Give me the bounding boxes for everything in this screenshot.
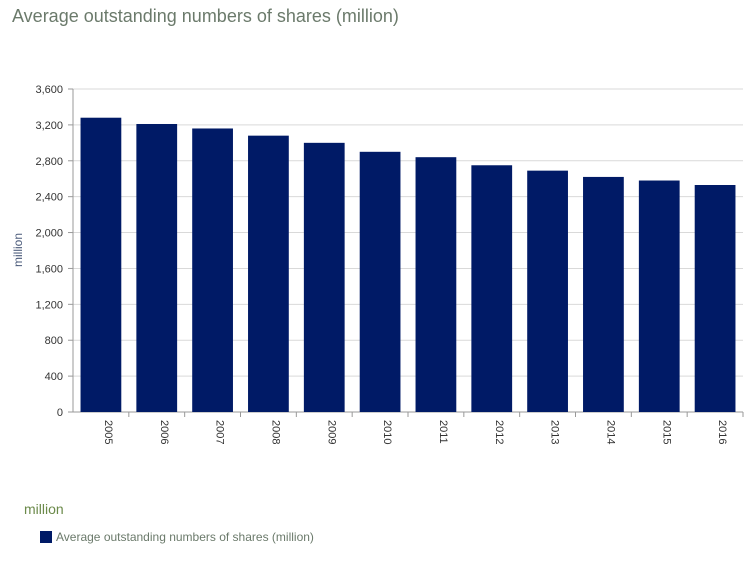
bar[interactable] <box>638 180 680 412</box>
y-tick-label: 400 <box>45 371 63 383</box>
legend-label: Average outstanding numbers of shares (m… <box>56 530 314 544</box>
bar[interactable] <box>359 151 401 413</box>
x-tick-label: 2011 <box>437 420 449 444</box>
bar[interactable] <box>694 185 736 412</box>
legend[interactable]: Average outstanding numbers of shares (m… <box>40 530 314 544</box>
bar[interactable] <box>136 123 178 412</box>
bar[interactable] <box>583 176 624 412</box>
bar[interactable] <box>415 157 457 412</box>
y-tick-label: 1,200 <box>35 299 63 311</box>
y-tick-label: 0 <box>57 407 63 419</box>
y-tick-label: 1,600 <box>35 263 63 275</box>
x-tick-label: 2007 <box>214 420 226 444</box>
x-tick-label: 2010 <box>381 420 393 444</box>
unit-label: million <box>24 501 64 517</box>
x-tick-label: 2008 <box>269 420 281 444</box>
legend-swatch-icon <box>40 531 52 543</box>
y-axis: 0 400 800 1,200 1,600 2,000 2,400 2,800 3,200 3,6… <box>35 84 74 419</box>
y-tick-label: 2,800 <box>35 156 63 168</box>
bars <box>80 117 736 413</box>
x-tick-label: 2014 <box>604 420 616 444</box>
x-tick-label: 2015 <box>660 420 672 444</box>
y-tick-label: 3,200 <box>35 120 63 132</box>
x-axis: 2005 2006 2007 2008 2009 2010 2011 2012 2013 2014… <box>102 412 744 444</box>
y-tick-label: 2,000 <box>35 228 63 240</box>
bar[interactable] <box>303 142 345 413</box>
y-tick-label: 2,400 <box>35 192 63 204</box>
x-tick-label: 2005 <box>102 420 114 444</box>
bar[interactable] <box>527 170 568 412</box>
x-tick-label: 2016 <box>716 420 728 444</box>
y-tick-label: 800 <box>45 335 63 347</box>
x-tick-label: 2013 <box>549 420 561 444</box>
bar[interactable] <box>248 135 289 412</box>
x-tick-label: 2009 <box>325 420 337 444</box>
y-tick-label: 3,600 <box>35 84 63 96</box>
chart-title: Average outstanding numbers of shares (m… <box>12 6 399 26</box>
bar[interactable] <box>192 128 233 412</box>
bar[interactable] <box>80 117 122 412</box>
x-tick-label: 2006 <box>158 420 170 444</box>
x-tick-label: 2012 <box>493 420 505 444</box>
bar[interactable] <box>471 165 513 412</box>
y-axis-label: million <box>11 233 25 267</box>
